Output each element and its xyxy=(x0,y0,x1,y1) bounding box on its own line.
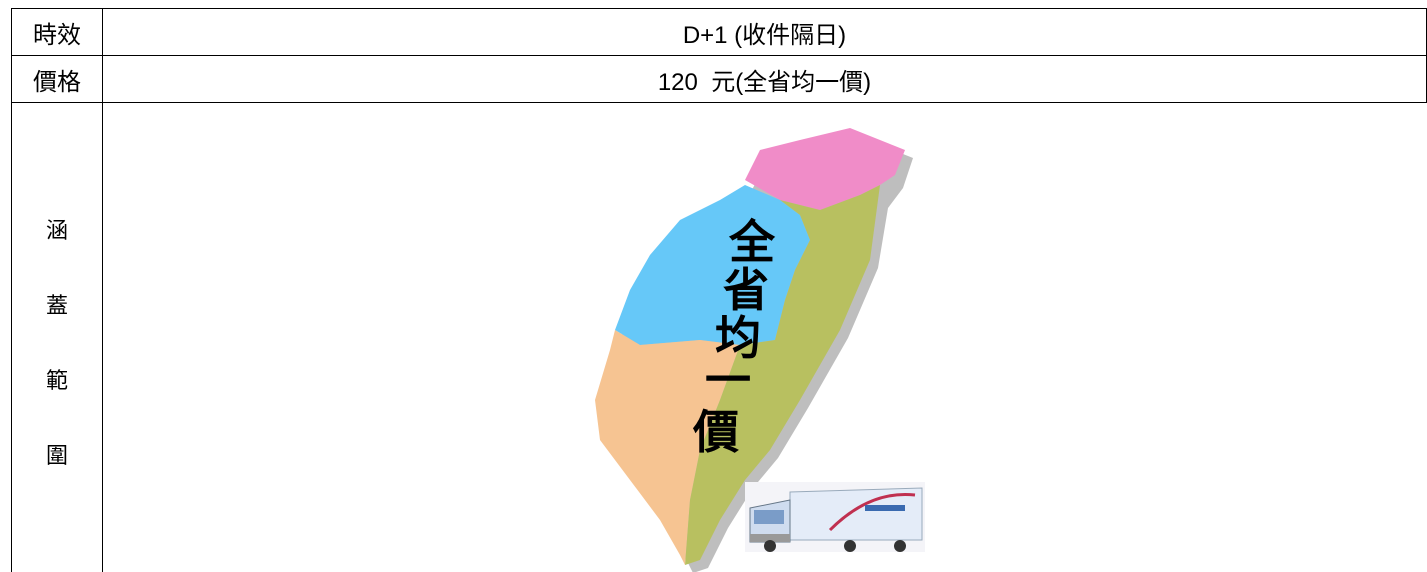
truck xyxy=(745,482,925,552)
map-text: 均 xyxy=(715,312,761,364)
row-label: 時效 xyxy=(11,8,103,56)
map-text: 價 xyxy=(692,406,739,458)
region-central-north xyxy=(615,185,810,345)
label-char: 圍 xyxy=(45,443,68,468)
label-char: 蓋 xyxy=(45,293,68,318)
row-label: 價格 xyxy=(11,55,103,103)
region-south xyxy=(595,330,740,565)
map-text: 省 xyxy=(723,264,769,316)
label-char: 範 xyxy=(45,368,68,393)
row-value: D+1 (收件隔日) xyxy=(102,8,1427,56)
map-text: 一 xyxy=(705,354,751,406)
map-text: 全 xyxy=(728,216,776,268)
row: 時效 D+1 (收件隔日) xyxy=(11,8,1427,56)
coverage-label: 涵 蓋 範 圍 xyxy=(11,102,103,572)
region-north xyxy=(745,128,905,210)
label-char: 涵 xyxy=(45,218,68,243)
region-east xyxy=(685,185,880,565)
